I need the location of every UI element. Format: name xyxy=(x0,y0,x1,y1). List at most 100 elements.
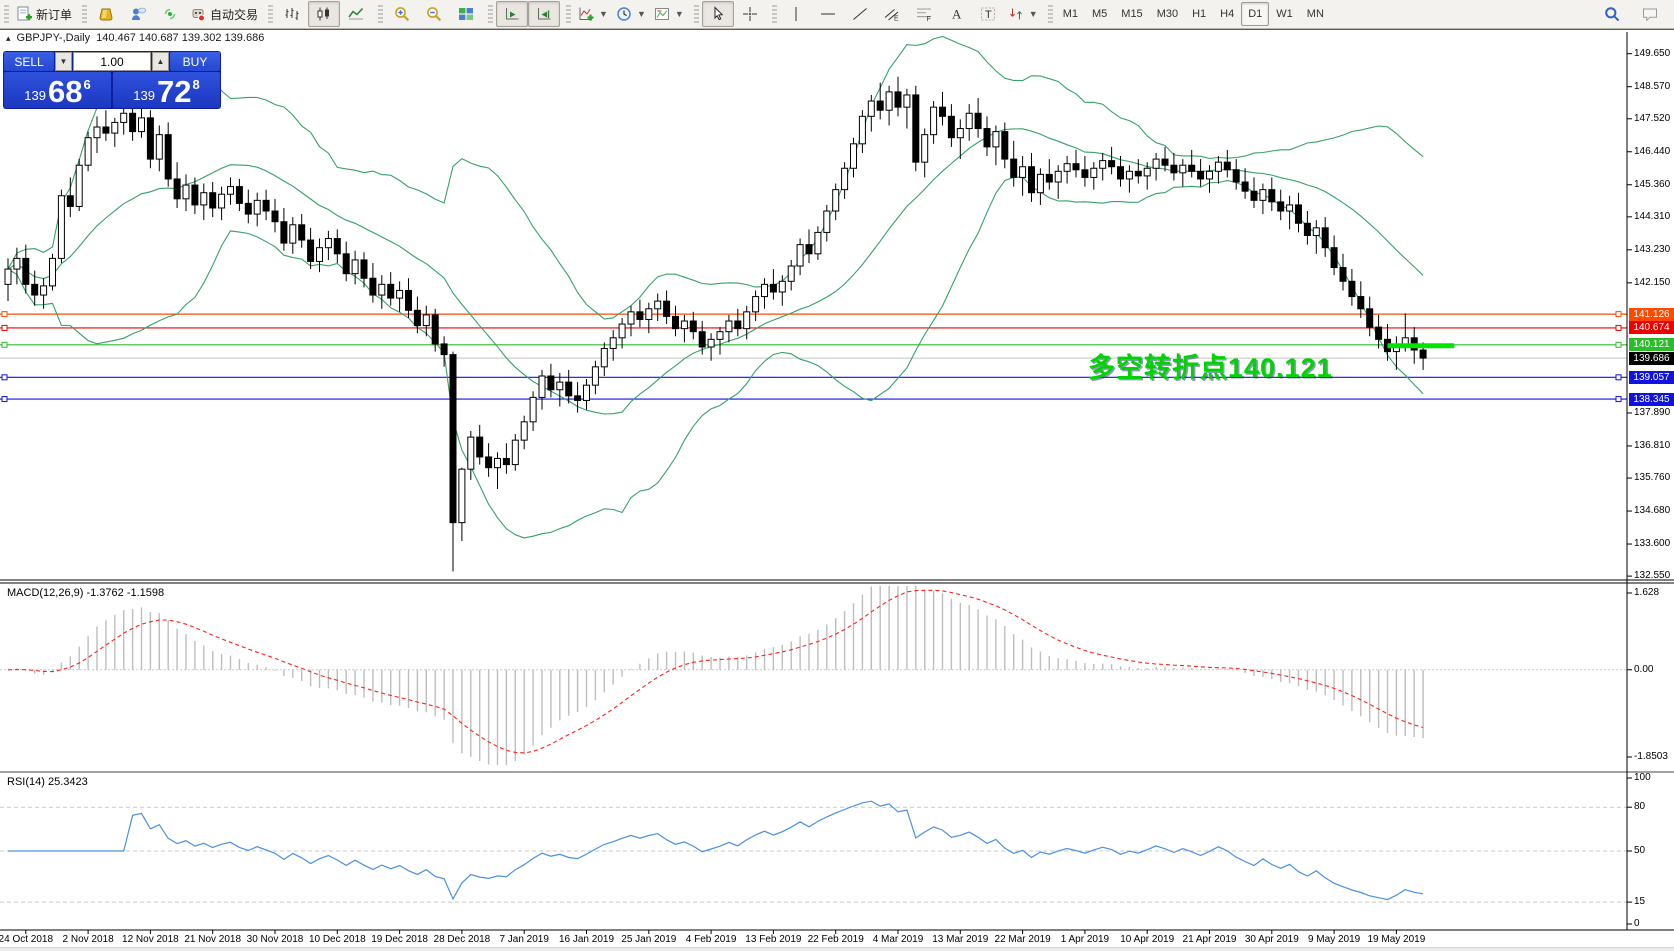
line-anchor-handle[interactable] xyxy=(1615,324,1622,331)
candle-body xyxy=(618,323,626,339)
chat-button[interactable] xyxy=(1634,1,1666,27)
buy-button[interactable]: BUY xyxy=(170,52,220,71)
toolbar-group-grip xyxy=(378,5,384,23)
chevron-down-icon[interactable]: ▼ xyxy=(599,9,608,19)
text-button[interactable]: A xyxy=(940,1,972,27)
line-anchor-handle[interactable] xyxy=(1,374,8,381)
line-anchor-handle[interactable] xyxy=(1,396,8,403)
auto-scroll-button[interactable] xyxy=(496,1,529,27)
autotrading-button[interactable]: 自动交易 xyxy=(186,1,262,27)
text-label-button[interactable]: T xyxy=(972,1,1004,27)
horizontal-line-button[interactable] xyxy=(812,1,844,27)
timeframe-w1[interactable]: W1 xyxy=(1276,8,1293,20)
templates-button[interactable]: ▼ xyxy=(650,1,688,27)
arrows-button[interactable]: ▼ xyxy=(1004,1,1042,27)
candle-body xyxy=(538,375,546,398)
candle-body xyxy=(609,337,617,350)
zoom-out-button[interactable] xyxy=(418,1,450,27)
candle-body xyxy=(422,314,430,327)
candle-body xyxy=(333,238,341,255)
community-button[interactable] xyxy=(122,1,154,27)
chevron-down-icon[interactable]: ▼ xyxy=(636,9,646,19)
crosshair-button[interactable] xyxy=(734,1,766,27)
candle-body xyxy=(244,202,252,215)
toolbar-group-grip xyxy=(566,5,572,23)
sell-button[interactable]: SELL xyxy=(4,52,54,71)
chart-canvas[interactable] xyxy=(0,30,1674,951)
candle-body xyxy=(1268,189,1276,203)
candle-body xyxy=(378,283,386,296)
line-anchor-handle[interactable] xyxy=(1,324,8,331)
buy-price-main: 72 xyxy=(156,74,192,109)
search-button[interactable] xyxy=(1596,1,1628,27)
chart-window[interactable]: ▴ GBPJPY-,Daily 140.467 140.687 139.302 … xyxy=(0,29,1674,951)
indicators-button[interactable]: ▼ xyxy=(574,1,612,27)
candle-body xyxy=(1072,163,1080,171)
candle-body xyxy=(502,457,510,466)
sell-price[interactable]: 139 68 6 xyxy=(4,72,111,108)
candle-body xyxy=(680,320,688,330)
templates-icon xyxy=(654,6,670,22)
signals-button[interactable] xyxy=(154,1,186,27)
chevron-down-icon[interactable]: ▼ xyxy=(1028,9,1038,19)
rsi-panel xyxy=(0,800,1627,903)
candle-body xyxy=(565,381,573,397)
timeframe-m1[interactable]: M1 xyxy=(1062,8,1078,20)
line-anchor-handle[interactable] xyxy=(1,311,8,318)
line-chart-button[interactable] xyxy=(340,1,372,27)
line-anchor-handle[interactable] xyxy=(1615,341,1622,348)
candle-body xyxy=(1197,170,1205,180)
candle-body xyxy=(867,100,875,117)
candle-body xyxy=(1152,158,1160,169)
line-anchor-handle[interactable] xyxy=(1615,311,1622,318)
candle-body xyxy=(396,289,404,299)
chevron-down-icon[interactable]: ▼ xyxy=(674,9,684,19)
new-order-button[interactable]: 新订单 xyxy=(12,1,76,27)
line-anchor-handle[interactable] xyxy=(1615,396,1622,403)
chart-shift-button[interactable] xyxy=(528,1,561,27)
market-icon xyxy=(98,6,114,22)
cursor-button[interactable] xyxy=(701,1,734,27)
candle-body xyxy=(743,311,751,330)
timeframe-h4[interactable]: H4 xyxy=(1220,8,1235,20)
candle-body xyxy=(520,421,528,441)
volume-decrement-button[interactable]: ▼ xyxy=(55,52,72,71)
bar-chart-button[interactable] xyxy=(276,1,308,27)
timeframe-h1[interactable]: H1 xyxy=(1192,8,1207,20)
equidistant-channel-button[interactable]: E xyxy=(876,1,908,27)
candle-body xyxy=(1366,308,1374,328)
fibonacci-button[interactable]: F xyxy=(908,1,940,27)
candle-body xyxy=(49,257,56,287)
chart-text-annotation[interactable]: 多空转折点140.121 xyxy=(1088,353,1333,383)
candle-body xyxy=(547,375,555,391)
periods-button[interactable]: ▼ xyxy=(612,1,650,27)
tile-windows-button[interactable] xyxy=(450,1,482,27)
candle-body xyxy=(253,199,261,215)
volume-increment-button[interactable]: ▲ xyxy=(152,52,169,71)
zoom-in-button[interactable] xyxy=(386,1,418,27)
autotrading-button-label: 自动交易 xyxy=(210,7,259,22)
candlestick-chart-button[interactable] xyxy=(308,1,341,27)
timeframe-d1[interactable]: D1 xyxy=(1241,2,1270,26)
candle-body xyxy=(235,186,243,204)
line-anchor-handle[interactable] xyxy=(1,341,8,348)
community-icon xyxy=(130,6,147,22)
volume-input[interactable]: 1.00 xyxy=(73,52,151,71)
line-anchor-handle[interactable] xyxy=(1615,374,1622,381)
candle-body xyxy=(262,199,270,212)
candle-body xyxy=(307,239,315,262)
candle-body xyxy=(342,253,350,275)
timeframe-m5[interactable]: M5 xyxy=(1092,8,1108,20)
trendline-button[interactable] xyxy=(844,1,876,27)
candle-body xyxy=(1250,190,1258,201)
candle-body xyxy=(209,192,217,209)
vertical-line-button[interactable] xyxy=(780,1,812,27)
candle-body xyxy=(40,285,48,296)
candle-body xyxy=(663,300,671,317)
timeframe-mn[interactable]: MN xyxy=(1306,8,1324,20)
market-button[interactable] xyxy=(90,1,122,27)
candle-body xyxy=(494,457,501,469)
buy-price[interactable]: 139 72 8 xyxy=(113,72,220,108)
timeframe-m15[interactable]: M15 xyxy=(1121,8,1143,20)
timeframe-m30[interactable]: M30 xyxy=(1156,8,1179,20)
